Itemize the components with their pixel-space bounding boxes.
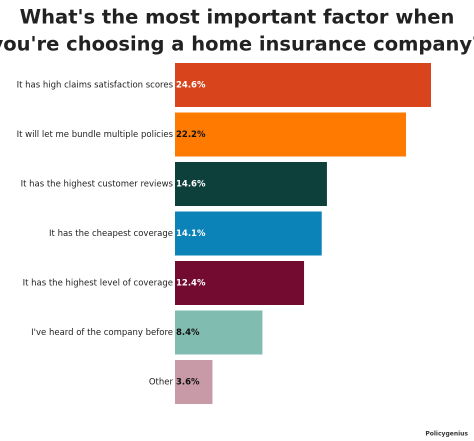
category-label: I've heard of the company before: [31, 328, 173, 338]
value-label: 14.1%: [176, 229, 206, 239]
bar: [175, 162, 327, 206]
category-label: It will let me bundle multiple policies: [17, 130, 174, 140]
value-label: 3.6%: [176, 378, 200, 388]
value-label: 8.4%: [176, 328, 200, 338]
category-label: It has the highest level of coverage: [23, 279, 173, 289]
category-label: It has high claims satisfaction scores: [17, 81, 174, 91]
bar: [175, 310, 263, 355]
chart-title: you're choosing a home insurance company…: [0, 33, 474, 56]
category-label: It has the cheapest coverage: [49, 229, 173, 239]
credit: Policygenius: [425, 431, 468, 438]
bar: [175, 360, 213, 404]
value-label: 12.4%: [176, 279, 206, 289]
category-label: Other: [149, 378, 174, 388]
value-label: 22.2%: [176, 130, 206, 140]
bar: [175, 211, 322, 256]
bar: [175, 63, 431, 107]
bar: [175, 261, 305, 305]
value-label: 14.6%: [176, 180, 206, 190]
value-label: 24.6%: [176, 81, 206, 91]
bar: [175, 112, 407, 157]
chart-title: What's the most important factor when: [20, 6, 455, 29]
category-label: It has the highest customer reviews: [21, 180, 174, 190]
